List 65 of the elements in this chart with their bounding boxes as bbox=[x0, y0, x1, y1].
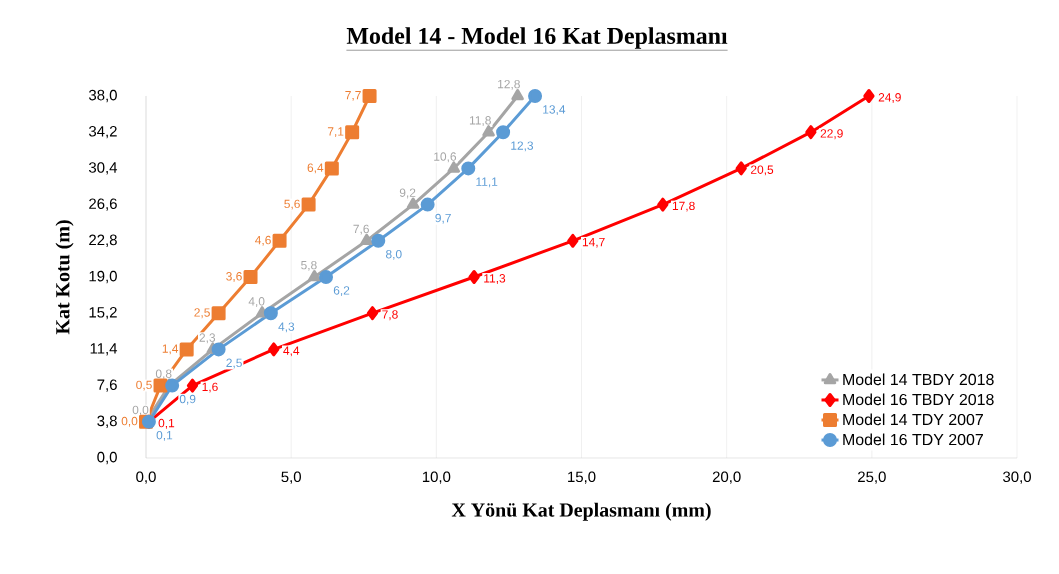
data-label: 10,6 bbox=[434, 152, 457, 163]
data-label: 24,9 bbox=[878, 93, 901, 103]
data-label: 7,7 bbox=[345, 91, 361, 101]
y-tick-label: 38,0 bbox=[88, 89, 117, 103]
data-label: 2,3 bbox=[199, 333, 216, 344]
data-label: 7,1 bbox=[327, 127, 344, 138]
y-tick-label: 26,6 bbox=[89, 198, 117, 211]
data-label: 0,0 bbox=[132, 405, 149, 416]
data-label: 12,8 bbox=[498, 79, 520, 90]
legend-label: Model 16 TDY 2007 bbox=[843, 433, 983, 446]
data-label: 3,6 bbox=[226, 272, 242, 282]
data-label: 2,5 bbox=[226, 358, 242, 369]
data-label: 4,6 bbox=[255, 235, 271, 246]
data-label: 12,3 bbox=[511, 141, 534, 152]
x-tick-label: 20,0 bbox=[712, 471, 741, 484]
data-label: 17,8 bbox=[672, 201, 695, 212]
chart-title: Model 14 - Model 16 Kat Deplasmanı bbox=[346, 27, 728, 49]
x-axis-title: X Yönü Kat Deplasmanı (mm) bbox=[451, 502, 711, 521]
data-label: 6,2 bbox=[333, 286, 350, 297]
x-tick-label: 10,0 bbox=[422, 471, 451, 484]
x-tick-label: 25,0 bbox=[858, 471, 886, 484]
y-tick-label: 22,8 bbox=[89, 234, 117, 247]
y-tick-label: 30,4 bbox=[88, 162, 118, 175]
data-label: 9,2 bbox=[399, 188, 416, 199]
data-label: 11,8 bbox=[469, 116, 491, 126]
legend-label: Model 14 TBDY 2018 bbox=[843, 373, 994, 386]
y-tick-label: 3,8 bbox=[97, 415, 117, 428]
y-tick-label: 11,4 bbox=[90, 343, 118, 356]
data-label: 4,3 bbox=[278, 322, 295, 333]
data-label: 1,6 bbox=[202, 382, 218, 393]
x-tick-label: 15,0 bbox=[568, 471, 596, 484]
x-tick-label: 30,0 bbox=[1003, 471, 1031, 484]
data-label: 0,8 bbox=[155, 369, 172, 380]
y-tick-label: 7,6 bbox=[97, 379, 117, 392]
data-label: 0,1 bbox=[158, 418, 175, 429]
data-label: 5,6 bbox=[284, 199, 300, 210]
x-tick-label: 0,0 bbox=[136, 471, 156, 484]
data-label: 4,0 bbox=[248, 297, 265, 307]
data-label: 11,1 bbox=[476, 177, 498, 188]
legend-label: Model 14 TDY 2007 bbox=[843, 413, 983, 426]
data-label: 0,0 bbox=[121, 416, 138, 427]
data-label: 14,7 bbox=[582, 237, 605, 248]
y-tick-label: 34,2 bbox=[88, 126, 117, 139]
data-label: 5,8 bbox=[301, 260, 317, 271]
data-label: 11,3 bbox=[484, 274, 506, 284]
data-label: 0,5 bbox=[136, 380, 152, 391]
data-label: 13,4 bbox=[543, 105, 566, 116]
data-label: 20,5 bbox=[750, 165, 774, 176]
data-label: 0,9 bbox=[179, 394, 196, 405]
data-label: 7,8 bbox=[382, 310, 398, 321]
data-label: 0,1 bbox=[156, 430, 173, 441]
y-tick-label: 19,0 bbox=[89, 270, 117, 284]
data-label: 8,0 bbox=[385, 249, 402, 260]
y-tick-label: 15,2 bbox=[89, 307, 117, 320]
data-label: 7,6 bbox=[353, 224, 369, 235]
y-tick-label: 0,0 bbox=[97, 451, 117, 465]
data-label: 22,9 bbox=[820, 129, 843, 140]
data-label: 4,4 bbox=[283, 346, 300, 357]
data-label: 1,4 bbox=[162, 344, 179, 355]
y-axis-title: Kat Kotu (m) bbox=[55, 220, 74, 335]
data-label: 6,4 bbox=[307, 163, 324, 174]
data-label: 9,7 bbox=[435, 213, 451, 224]
x-tick-label: 5,0 bbox=[281, 471, 301, 484]
legend-label: Model 16 TBDY 2018 bbox=[843, 393, 994, 406]
data-label: 2,5 bbox=[194, 308, 210, 319]
